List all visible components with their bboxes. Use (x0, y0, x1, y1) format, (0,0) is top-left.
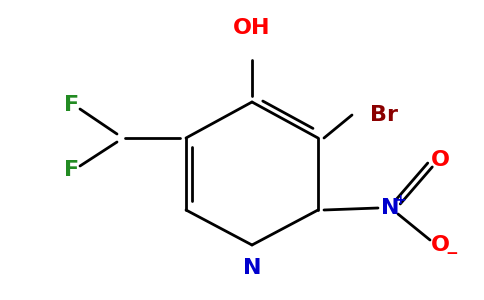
Text: +: + (394, 193, 406, 207)
Text: Br: Br (370, 105, 398, 125)
Text: O: O (430, 150, 450, 170)
Text: N: N (381, 198, 399, 218)
Text: N: N (243, 258, 261, 278)
Text: −: − (446, 245, 458, 260)
Text: OH: OH (233, 18, 271, 38)
Text: O: O (430, 235, 450, 255)
Text: F: F (64, 95, 79, 115)
Text: F: F (64, 160, 79, 180)
